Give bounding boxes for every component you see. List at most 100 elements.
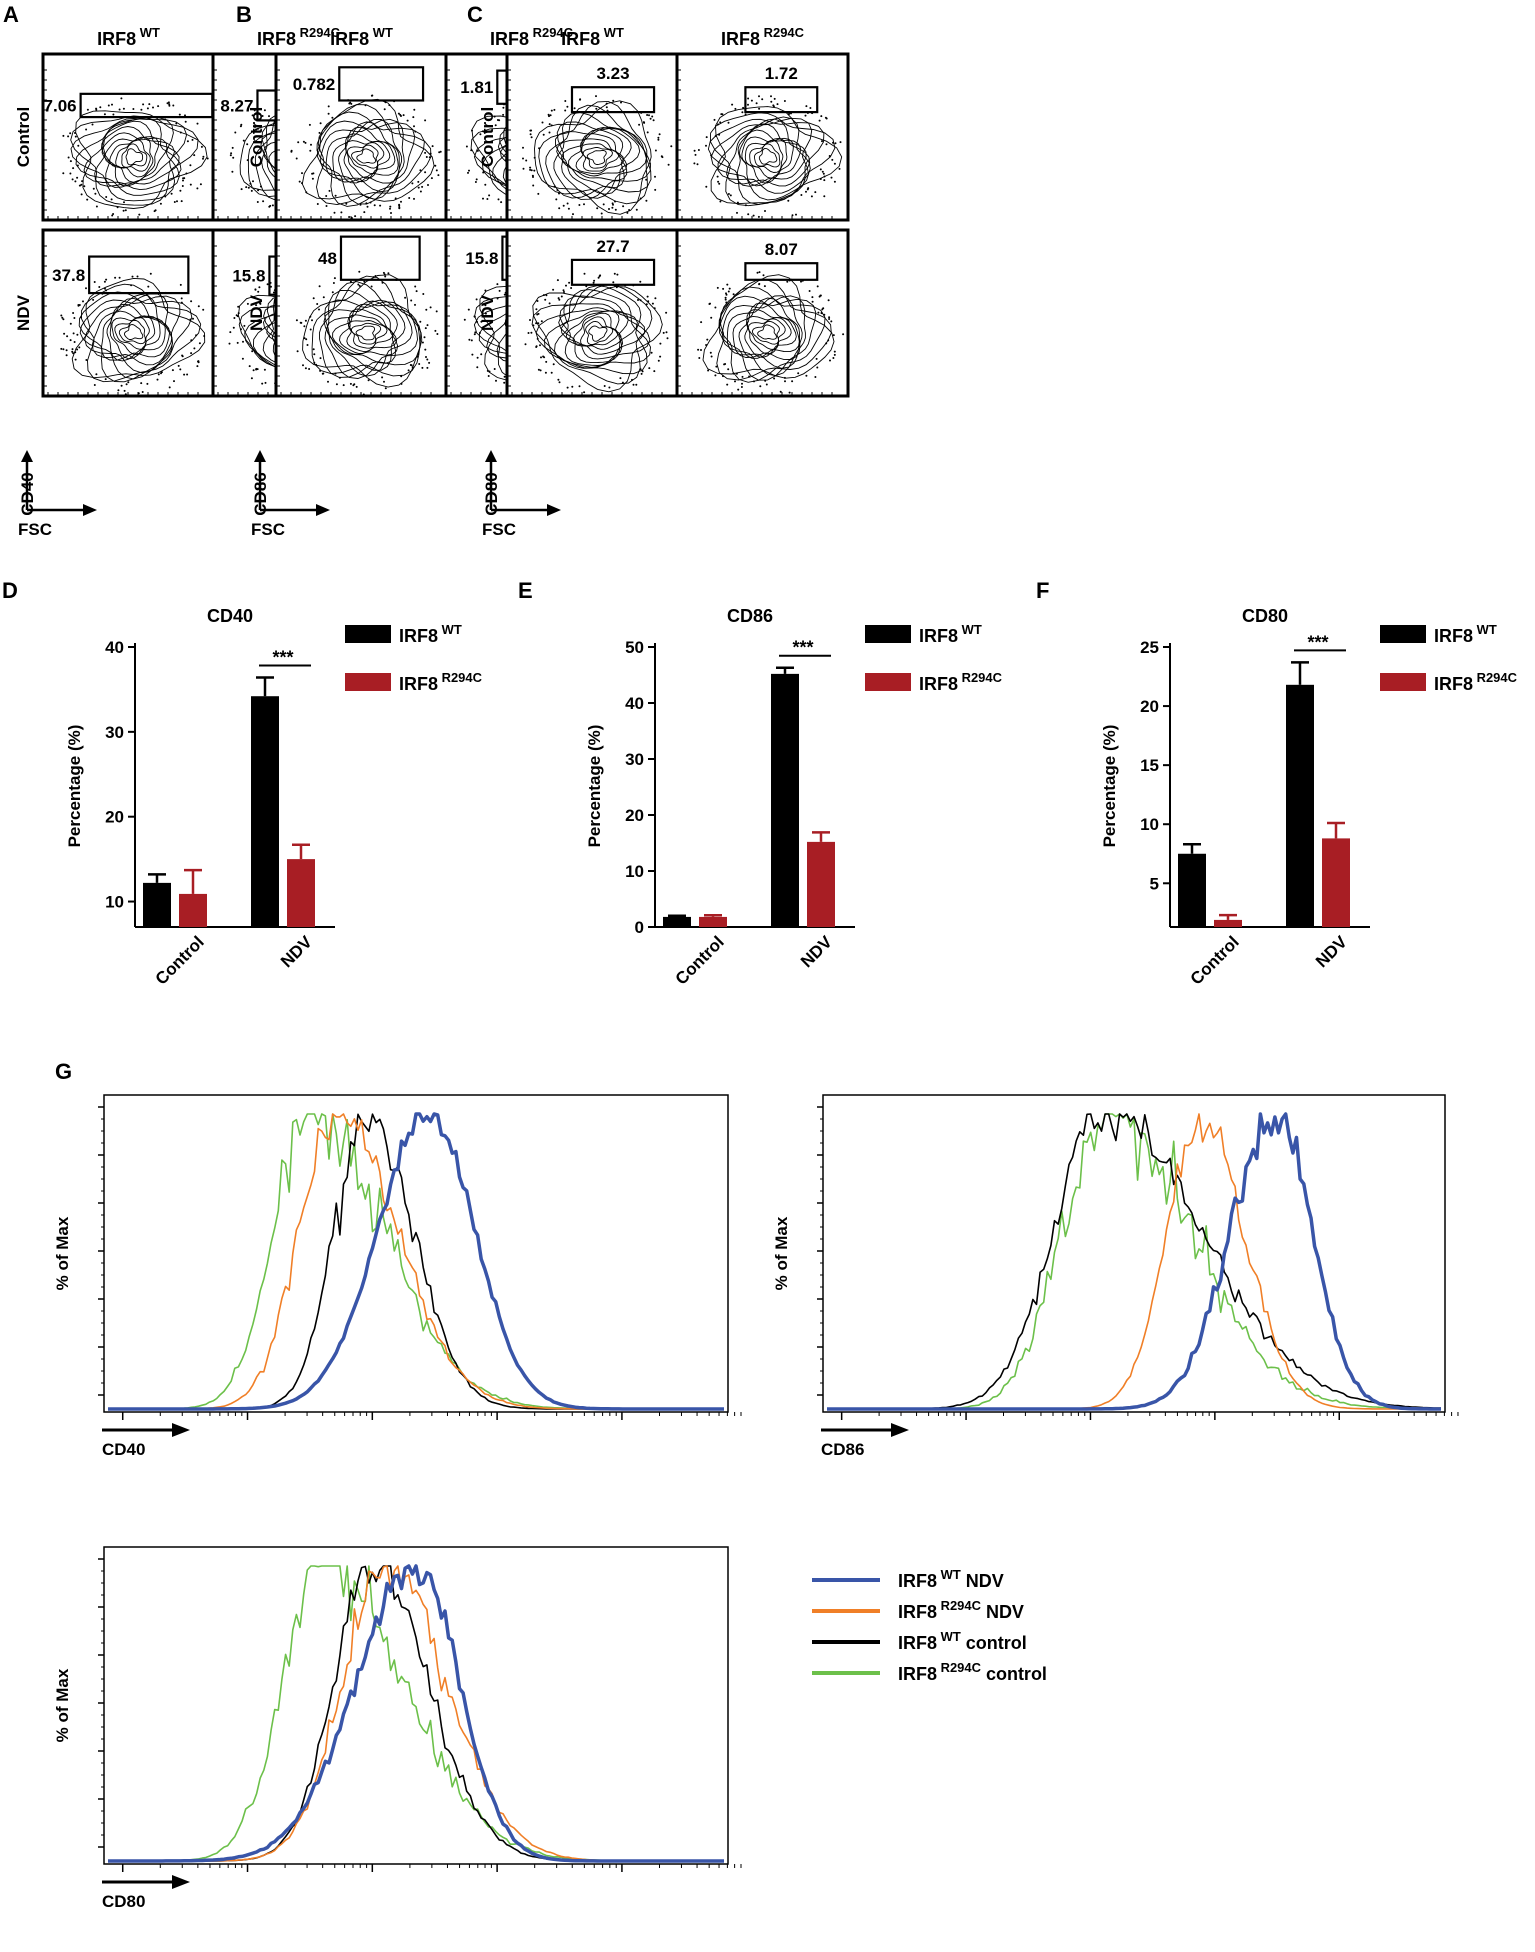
event-dot <box>367 379 370 382</box>
event-dot <box>424 327 427 330</box>
event-dot <box>413 108 416 111</box>
event-dot <box>463 318 466 321</box>
contour-level <box>744 137 788 179</box>
event-dot <box>748 375 751 378</box>
event-dot <box>86 198 89 201</box>
contour-level <box>538 100 648 205</box>
event-dot <box>732 372 735 375</box>
event-dot <box>410 299 413 302</box>
event-dot <box>147 285 150 288</box>
y-tick-label: 40 <box>105 638 124 657</box>
event-dot <box>202 308 205 311</box>
contour-level <box>721 295 806 377</box>
event-dot <box>819 294 822 297</box>
contour-level <box>301 98 435 202</box>
event-dot <box>611 206 614 209</box>
category-label: Control <box>1187 932 1243 988</box>
gate-box <box>570 258 656 286</box>
event-dot <box>552 363 555 366</box>
event-dot <box>383 273 386 276</box>
event-dot <box>71 348 74 351</box>
contour-level <box>317 120 416 205</box>
event-dot <box>476 320 478 323</box>
event-dot <box>257 290 260 293</box>
event-dot <box>398 207 401 210</box>
event-dot <box>103 280 106 283</box>
event-dot <box>122 107 125 110</box>
event-dot <box>427 184 429 186</box>
event-dot <box>641 370 644 373</box>
event-dot <box>417 186 420 189</box>
gate-box <box>338 66 425 102</box>
event-dot <box>370 285 373 288</box>
event-dot <box>86 108 89 111</box>
event-dot <box>621 381 624 384</box>
event-dot <box>542 355 545 358</box>
event-dot <box>397 112 400 115</box>
event-dot <box>654 188 657 191</box>
histogram-cd40: % of Max CD40 <box>53 1094 742 1459</box>
histogram-series <box>108 1112 724 1411</box>
event-dot <box>529 129 532 132</box>
event-dot <box>349 280 352 283</box>
event-dot <box>72 352 75 355</box>
event-dot <box>237 305 240 308</box>
legend-label: IRF8 WT <box>919 622 982 646</box>
category-label: Control <box>672 932 728 988</box>
event-dot <box>389 207 391 210</box>
event-dot <box>822 172 825 175</box>
arrow-head <box>83 504 97 516</box>
event-dot <box>159 202 162 205</box>
event-dot <box>548 123 551 126</box>
event-dot <box>321 372 324 375</box>
event-dot <box>131 275 134 278</box>
legend-label: IRF8 R294C <box>919 670 1002 694</box>
event-dot <box>619 377 622 380</box>
significance-label: *** <box>792 638 813 658</box>
event-dot <box>301 182 303 185</box>
event-dot <box>539 344 541 347</box>
event-dot <box>500 201 503 204</box>
event-dot <box>612 281 615 284</box>
event-dot <box>348 102 351 105</box>
event-dot <box>335 383 338 386</box>
contour-level <box>586 150 607 165</box>
event-dot <box>271 204 274 207</box>
event-dot <box>400 375 403 378</box>
chart-title: CD80 <box>1242 606 1288 626</box>
event-dot <box>566 105 569 108</box>
event-dot <box>665 331 668 334</box>
event-dot <box>419 320 422 323</box>
event-dot <box>821 170 824 173</box>
significance-label: *** <box>1307 632 1328 652</box>
event-dot <box>191 138 194 141</box>
event-dot <box>369 201 372 204</box>
event-dot <box>413 197 415 200</box>
event-dot <box>182 177 185 180</box>
event-dot <box>479 331 481 334</box>
event-dot <box>765 383 768 386</box>
event-dot <box>605 106 608 109</box>
event-dot <box>202 157 204 160</box>
event-dot <box>181 355 184 358</box>
event-dot <box>234 131 237 134</box>
contour-level <box>702 274 835 379</box>
y-tick-label: 50 <box>625 638 644 657</box>
event-dot <box>573 107 576 110</box>
event-dot <box>662 331 665 334</box>
event-dot <box>298 180 301 183</box>
contour-level <box>356 148 377 164</box>
event-dot <box>828 155 831 157</box>
event-dot <box>758 107 761 110</box>
event-dot <box>256 201 259 203</box>
event-dot <box>480 353 483 356</box>
event-dot <box>325 205 328 207</box>
event-dot <box>383 108 386 111</box>
event-dot <box>183 373 186 376</box>
event-dot <box>414 285 417 288</box>
event-dot <box>622 205 625 208</box>
event-dot <box>415 290 418 293</box>
bar <box>1178 853 1206 927</box>
event-dot <box>305 191 308 194</box>
event-dot <box>266 283 269 286</box>
